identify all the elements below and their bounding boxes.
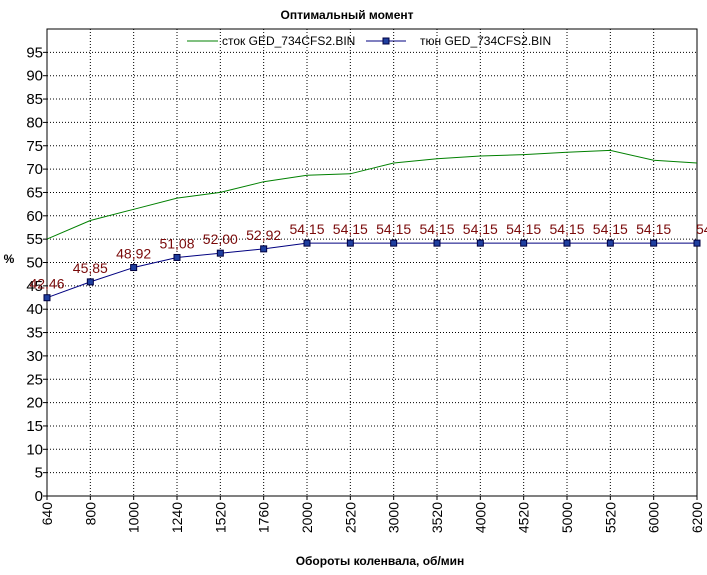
y-tick-label: 80 <box>26 114 43 131</box>
data-point-tune <box>650 239 658 247</box>
data-point-tune <box>606 239 614 247</box>
legend-label-tune: тюн GED_734CFS2.BIN <box>420 34 551 48</box>
data-point-tune <box>390 239 398 247</box>
series-line-stock <box>46 149 698 240</box>
x-axis-label: Обороты коленвала, об/мин <box>296 554 465 568</box>
x-tick-label: 2520 <box>342 502 358 533</box>
chart-title: Оптимальный момент <box>280 8 413 22</box>
x-tick-label: 1240 <box>169 502 185 533</box>
y-tick-label: 50 <box>26 255 43 272</box>
data-point-tune <box>260 245 268 253</box>
series-line-tune <box>46 242 697 299</box>
y-tick-label: 30 <box>26 348 43 365</box>
y-tick-label: 90 <box>26 68 43 85</box>
y-tick-label: 85 <box>26 91 43 108</box>
data-point-tune <box>43 294 51 302</box>
y-tick-label: 40 <box>26 301 43 318</box>
data-label: 42,46 <box>29 276 64 292</box>
x-tick-label: 1760 <box>256 502 272 533</box>
x-tick-label: 5000 <box>559 502 575 533</box>
data-point-tune <box>346 239 354 247</box>
data-point-tune <box>563 239 571 247</box>
data-label: 52,92 <box>246 227 281 243</box>
data-label: 54,15 <box>636 221 671 237</box>
x-axis: 640 800 1000 1240 1520 1760 2000 2520 3000 3520 40… <box>39 496 705 533</box>
y-tick-label: 60 <box>26 208 43 225</box>
data-point-tune <box>433 239 441 247</box>
data-label: 54,15 <box>549 221 584 237</box>
data-label: 45,85 <box>73 260 108 276</box>
y-tick-label: 75 <box>26 138 43 155</box>
data-point-tune <box>476 239 484 247</box>
y-tick-label: 15 <box>26 418 43 435</box>
data-label: 54,15 <box>593 221 628 237</box>
data-label: 54,15 <box>506 221 541 237</box>
y-tick-label: 25 <box>26 371 43 388</box>
data-label: 54,15 <box>419 221 454 237</box>
data-point-tune <box>303 239 311 247</box>
x-tick-label: 1000 <box>126 502 142 533</box>
legend: сток GED_734CFS2.BIN тюн GED_734CFS2.BIN <box>187 34 551 48</box>
x-tick-label: 5520 <box>602 502 618 533</box>
data-label: 54,15 <box>376 221 411 237</box>
y-tick-label: 20 <box>26 395 43 412</box>
y-axis: 0 5 10 15 20 25 30 35 40 45 50 55 60 65 70 75 80 85 90 95 <box>26 44 47 505</box>
x-tick-label: 1520 <box>212 502 228 533</box>
x-tick-label: 640 <box>39 502 55 526</box>
y-tick-label: 70 <box>26 161 43 178</box>
x-tick-label: 6200 <box>689 502 705 533</box>
data-point-tune <box>130 264 138 272</box>
y-axis-label: % <box>4 252 15 266</box>
data-label: 54,15 <box>333 221 368 237</box>
x-tick-label: 4000 <box>472 502 488 533</box>
legend-label-stock: сток GED_734CFS2.BIN <box>222 34 355 48</box>
grid <box>46 28 698 497</box>
series-layer <box>43 149 701 302</box>
legend-marker-tune <box>382 37 390 45</box>
data-point-tune <box>693 239 701 247</box>
y-tick-label: 55 <box>26 231 43 248</box>
y-tick-label: 95 <box>26 44 43 61</box>
y-tick-label: 5 <box>35 465 43 482</box>
data-label: 52,00 <box>203 231 238 247</box>
data-point-tune <box>520 239 528 247</box>
data-label: 51,08 <box>159 235 194 251</box>
data-label: 54,15 <box>289 221 324 237</box>
y-tick-label: 45 <box>26 278 43 295</box>
x-tick-label: 2000 <box>299 502 315 533</box>
data-label: 48,92 <box>116 246 151 262</box>
y-tick-label: 35 <box>26 325 43 342</box>
data-point-tune <box>216 249 224 257</box>
y-tick-label: 65 <box>26 184 43 201</box>
data-label: 54,1 <box>696 221 707 237</box>
y-tick-label: 0 <box>35 488 43 505</box>
x-tick-label: 3000 <box>386 502 402 533</box>
x-tick-label: 800 <box>82 502 98 526</box>
data-label: 54,15 <box>463 221 498 237</box>
data-point-tune <box>173 253 181 261</box>
x-tick-label: 4520 <box>516 502 532 533</box>
data-point-tune <box>86 278 94 286</box>
x-tick-label: 6000 <box>646 502 662 533</box>
x-tick-label: 3520 <box>429 502 445 533</box>
y-tick-label: 10 <box>26 441 43 458</box>
